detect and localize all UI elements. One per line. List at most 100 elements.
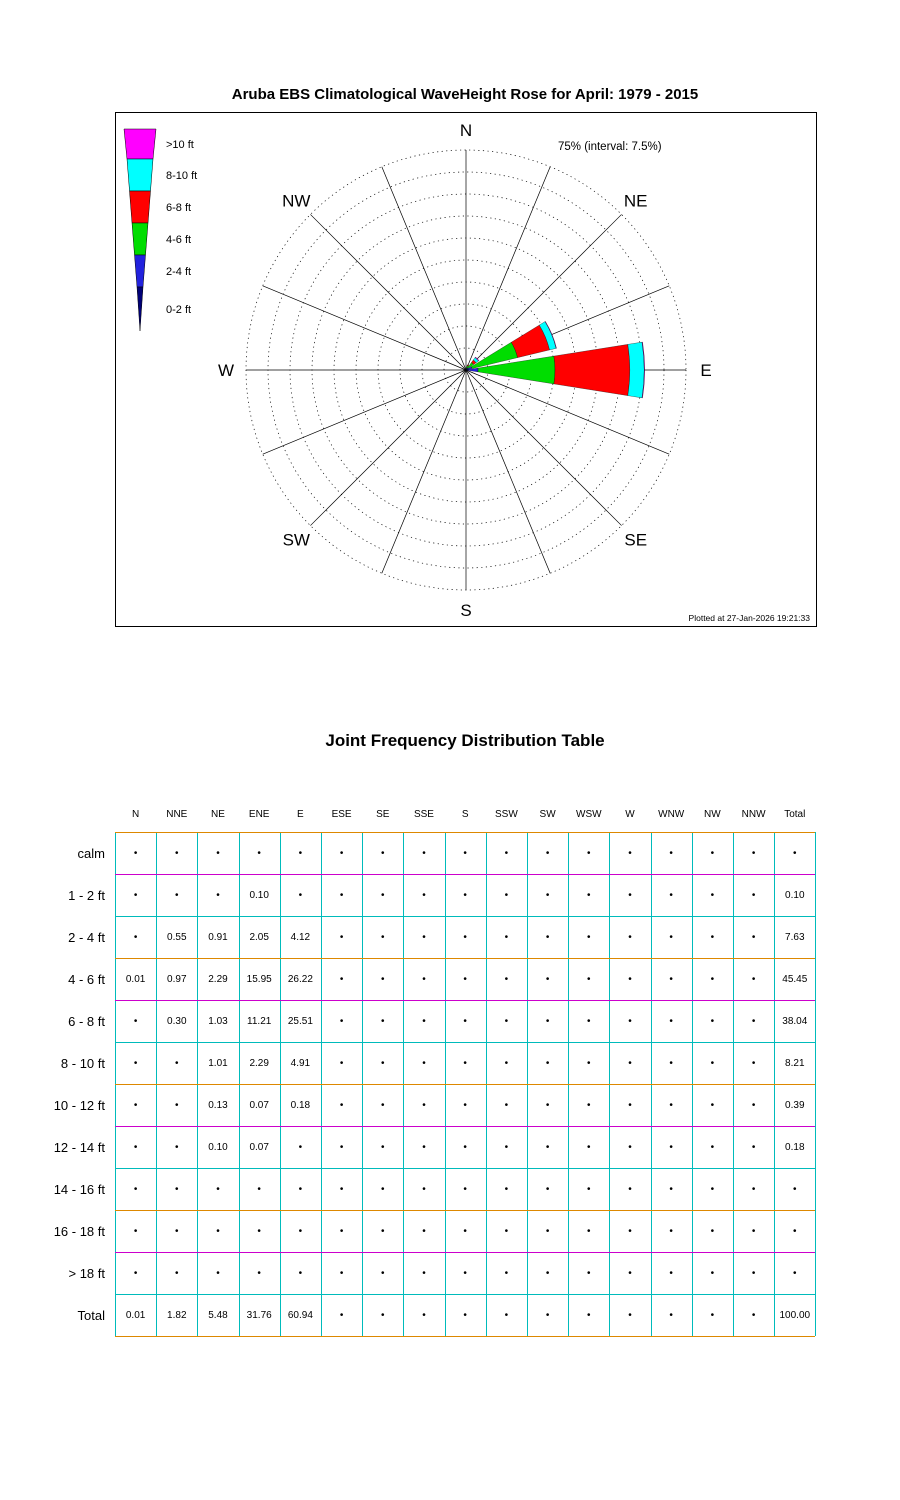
table-cell: • — [381, 1267, 385, 1279]
table-cell: • — [257, 847, 261, 859]
table-cell: • — [669, 973, 673, 985]
table-cell: 4.12 — [290, 931, 311, 943]
table-cell: • — [628, 847, 632, 859]
table-cell: • — [463, 1015, 467, 1027]
table-cell: • — [669, 847, 673, 859]
table-cell: • — [381, 1015, 385, 1027]
table-cell: • — [381, 1309, 385, 1321]
table-cell: • — [298, 1141, 303, 1153]
table-cell: • — [545, 1099, 550, 1111]
column-header: N — [131, 808, 140, 820]
table-cell: • — [587, 1267, 591, 1279]
legend-label: 8-10 ft — [166, 170, 197, 182]
table-cell: • — [587, 847, 591, 859]
grid-line-horizontal — [115, 874, 816, 875]
joint-frequency-table: N NNE NE ENE E ESE SE SSE S SSW SW WSW W WNW NW NNW Tota… — [0, 800, 900, 1370]
table-cell: • — [504, 1309, 509, 1321]
table-cell: • — [463, 1309, 467, 1321]
polar-grid-spoke — [465, 166, 551, 371]
table-cell: • — [504, 1267, 509, 1279]
table-cell: • — [587, 1309, 591, 1321]
table-cell: • — [751, 889, 756, 901]
column-header: ENE — [248, 808, 270, 820]
table-cell: • — [545, 1057, 550, 1069]
table-cell: • — [175, 1267, 179, 1279]
rose-petal — [553, 344, 630, 396]
table-cell: • — [710, 889, 715, 901]
table-cell: • — [216, 889, 220, 901]
table-cell: • — [133, 931, 138, 943]
column-header: E — [297, 808, 304, 820]
table-cell: 0.10 — [249, 889, 269, 901]
column-header: NNW — [741, 808, 766, 820]
grid-line-vertical — [815, 832, 817, 1336]
table-cell: • — [216, 1225, 220, 1237]
table-cell: • — [504, 973, 509, 985]
table-cell: • — [751, 1309, 756, 1321]
compass-label: E — [700, 361, 711, 380]
table-cell: • — [545, 1183, 550, 1195]
table-cell: 1.82 — [167, 1309, 187, 1321]
compass-label: S — [460, 601, 471, 620]
table-cell: • — [133, 1057, 138, 1069]
grid-line-horizontal — [115, 958, 816, 959]
compass-label: SW — [283, 531, 310, 550]
polar-grid-spoke — [465, 214, 622, 371]
table-cell: • — [257, 1183, 261, 1195]
table-cell: • — [628, 931, 632, 943]
table-cell: • — [381, 1225, 385, 1237]
grid-line-horizontal — [115, 832, 816, 833]
polar-grid-spoke — [310, 214, 467, 371]
legend-swatch — [136, 286, 144, 332]
table-cell: 4.91 — [290, 1057, 311, 1069]
table-cell: 11.21 — [247, 1015, 272, 1027]
table-cell: • — [669, 1015, 673, 1027]
table-cell: • — [793, 1183, 797, 1195]
table-cell: • — [298, 889, 303, 901]
table-cell: • — [710, 1267, 715, 1279]
table-cell: • — [628, 1309, 632, 1321]
table-cell: • — [339, 973, 344, 985]
table-cell: • — [587, 973, 591, 985]
table-cell: • — [339, 889, 344, 901]
table-cell: • — [339, 847, 344, 859]
table-cell: 0.97 — [167, 973, 187, 985]
table-cell: • — [257, 1267, 261, 1279]
column-header: SE — [376, 808, 390, 820]
table-cell: • — [381, 1057, 385, 1069]
polar-grid-spoke — [262, 369, 467, 455]
polar-grid-spoke — [465, 369, 670, 455]
table-cell: • — [422, 1267, 426, 1279]
table-cell: • — [504, 1099, 509, 1111]
table-cell: • — [751, 1099, 756, 1111]
table-cell: • — [463, 1225, 467, 1237]
compass-label: N — [460, 121, 472, 140]
table-cell: • — [298, 1183, 303, 1195]
table-cell: • — [669, 889, 673, 901]
table-cell: • — [463, 1141, 467, 1153]
table-cell: • — [669, 1183, 673, 1195]
table-cell: • — [175, 1141, 179, 1153]
table-cell: • — [463, 889, 467, 901]
column-header: SW — [539, 808, 556, 820]
legend-label: >10 ft — [166, 139, 194, 151]
table-cell: • — [751, 973, 756, 985]
polar-grid-spoke — [262, 285, 467, 371]
table-cell: • — [628, 973, 632, 985]
table-cell: • — [463, 973, 467, 985]
grid-line-horizontal — [115, 1126, 816, 1127]
rose-petal — [544, 321, 557, 349]
table-cell: • — [669, 931, 673, 943]
table-cell: • — [587, 1099, 591, 1111]
table-cell: • — [381, 1099, 385, 1111]
table-cell: • — [628, 1099, 632, 1111]
column-header: NE — [211, 808, 225, 820]
legend-label: 4-6 ft — [166, 234, 191, 246]
table-cell: • — [751, 1057, 756, 1069]
table-cell: • — [216, 847, 220, 859]
table-cell: • — [422, 1099, 426, 1111]
wave-rose-chart: N NE E SE S SW W NW >10 ft 8-10 ft 6-8 ft 4-6 ft 2-4… — [115, 112, 817, 627]
table-cell: • — [422, 889, 426, 901]
legend-label: 6-8 ft — [166, 202, 191, 214]
table-cell: 0.10 — [785, 889, 805, 901]
